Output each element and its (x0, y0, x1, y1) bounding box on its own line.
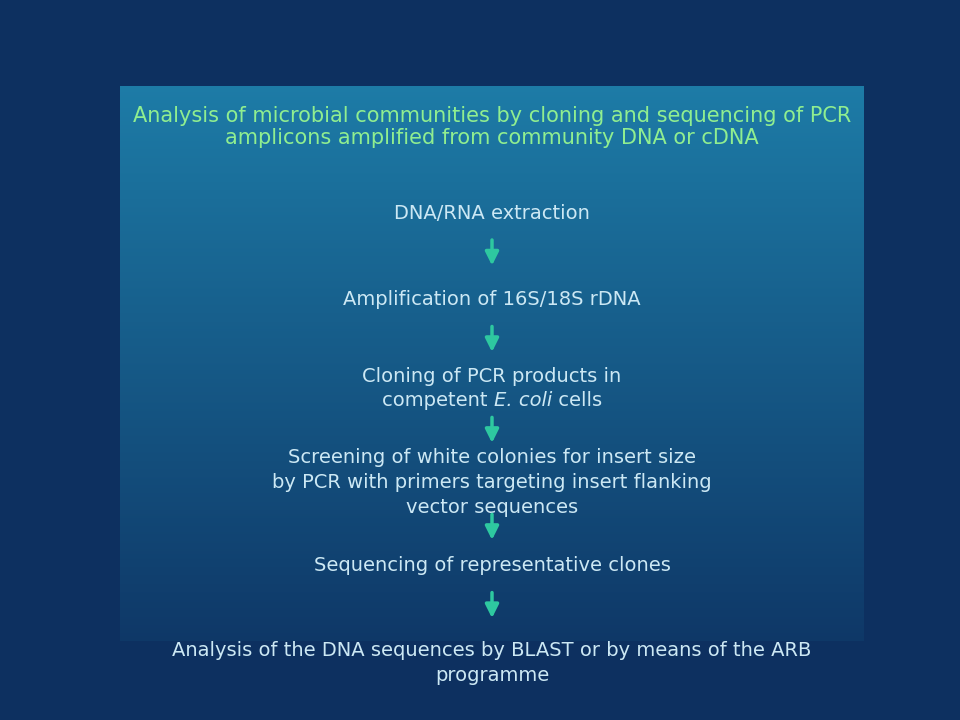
Text: Cloning of PCR products in: Cloning of PCR products in (362, 367, 622, 386)
Text: E. coli: E. coli (493, 391, 552, 410)
Text: DNA/RNA extraction: DNA/RNA extraction (394, 204, 590, 223)
Text: amplicons amplified from community DNA or cDNA: amplicons amplified from community DNA o… (226, 128, 758, 148)
Text: Analysis of the DNA sequences by BLAST or by means of the ARB
programme: Analysis of the DNA sequences by BLAST o… (172, 641, 812, 685)
Text: Sequencing of representative clones: Sequencing of representative clones (314, 557, 670, 575)
Text: competent: competent (382, 391, 493, 410)
Text: Amplification of 16S/18S rDNA: Amplification of 16S/18S rDNA (343, 290, 641, 310)
Text: Analysis of microbial communities by cloning and sequencing of PCR: Analysis of microbial communities by clo… (132, 106, 852, 126)
Text: cells: cells (552, 391, 602, 410)
Text: Screening of white colonies for insert size
by PCR with primers targeting insert: Screening of white colonies for insert s… (273, 449, 711, 517)
